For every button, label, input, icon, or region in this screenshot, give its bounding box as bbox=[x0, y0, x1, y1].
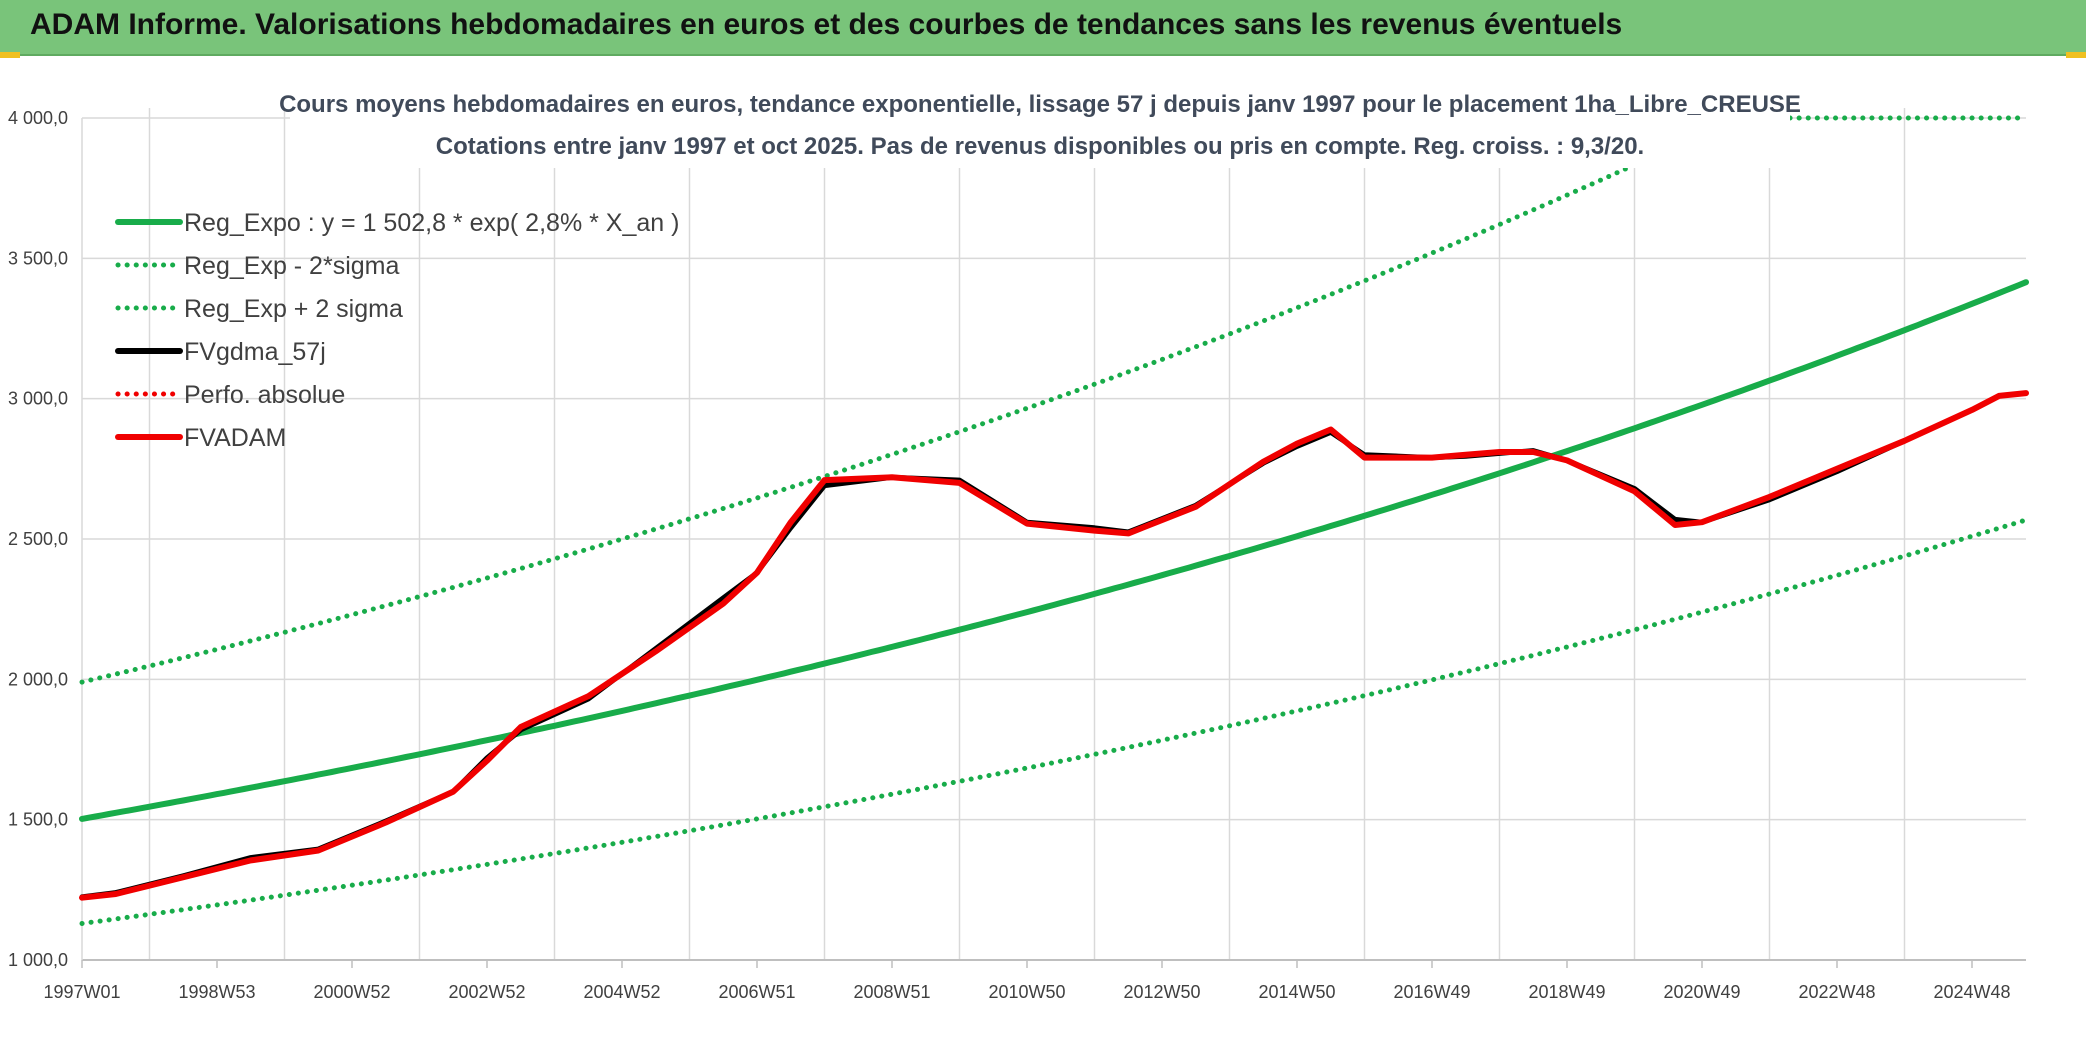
series-line-2 bbox=[79, 115, 1738, 685]
header-bar: ADAM Informe. Valorisations hebdomadaire… bbox=[0, 0, 2086, 56]
x-tick-label: 1998W53 bbox=[178, 982, 255, 1002]
x-tick-label: 2000W52 bbox=[313, 982, 390, 1002]
legend-label: Reg_Expo : y = 1 502,8 * exp( 2,8% * X_a… bbox=[184, 209, 679, 237]
legend-label: Reg_Exp - 2*sigma bbox=[184, 252, 399, 280]
chart-title-line-2: Cotations entre janv 1997 et oct 2025. P… bbox=[436, 133, 1644, 160]
chart-title-background bbox=[290, 80, 1790, 168]
series-layer bbox=[79, 115, 2029, 926]
y-tick-label: 3 500,0 bbox=[8, 248, 68, 268]
x-tick-label: 2020W49 bbox=[1663, 982, 1740, 1002]
x-tick-label: 2002W52 bbox=[448, 982, 525, 1002]
chart-title-line-1: Cours moyens hebdomadaires en euros, ten… bbox=[279, 91, 1801, 118]
series-line-5 bbox=[79, 390, 2029, 901]
legend: Reg_Expo : y = 1 502,8 * exp( 2,8% * X_a… bbox=[115, 209, 679, 452]
series-line-1 bbox=[79, 517, 2029, 926]
y-tick-label: 4 000,0 bbox=[8, 108, 68, 128]
legend-label: FVADAM bbox=[184, 424, 286, 452]
x-tick-label: 2006W51 bbox=[718, 982, 795, 1002]
y-tick-label: 2 500,0 bbox=[8, 529, 68, 549]
x-tick-label: 2016W49 bbox=[1393, 982, 1470, 1002]
y-tick-label: 2 000,0 bbox=[8, 669, 68, 689]
y-tick-label: 1 500,0 bbox=[8, 810, 68, 830]
grid-layer bbox=[81, 108, 2026, 968]
legend-label: Reg_Exp + 2 sigma bbox=[184, 295, 403, 323]
x-tick-label: 2010W50 bbox=[988, 982, 1065, 1002]
legend-label: FVgdma_57j bbox=[184, 338, 326, 366]
x-tick-label: 2004W52 bbox=[583, 982, 660, 1002]
y-tick-label: 3 000,0 bbox=[8, 389, 68, 409]
series-line-0 bbox=[79, 279, 2029, 822]
axis-layer: 1 000,0 1 500,0 2 000,0 2 500,0 3 000,0 3 500… bbox=[8, 108, 2026, 1002]
chart-title-group: Cours moyens hebdomadaires en euros, ten… bbox=[279, 80, 1801, 168]
page-title: ADAM Informe. Valorisations hebdomadaire… bbox=[30, 8, 1623, 41]
series-line-3 bbox=[79, 390, 2029, 900]
x-tick-label: 2014W50 bbox=[1258, 982, 1335, 1002]
y-tick-label: 1 000,0 bbox=[8, 950, 68, 970]
legend-label: Perfo. absolue bbox=[184, 381, 345, 409]
x-tick-label: 2024W48 bbox=[1933, 982, 2010, 1002]
x-tick-label: 2022W48 bbox=[1798, 982, 1875, 1002]
x-tick-label: 1997W01 bbox=[43, 982, 120, 1002]
corner-marker-left bbox=[0, 52, 20, 58]
x-tick-label: 2018W49 bbox=[1528, 982, 1605, 1002]
x-tick-label: 2008W51 bbox=[853, 982, 930, 1002]
corner-marker-right bbox=[2066, 52, 2086, 58]
x-tick-label: 2012W50 bbox=[1123, 982, 1200, 1002]
